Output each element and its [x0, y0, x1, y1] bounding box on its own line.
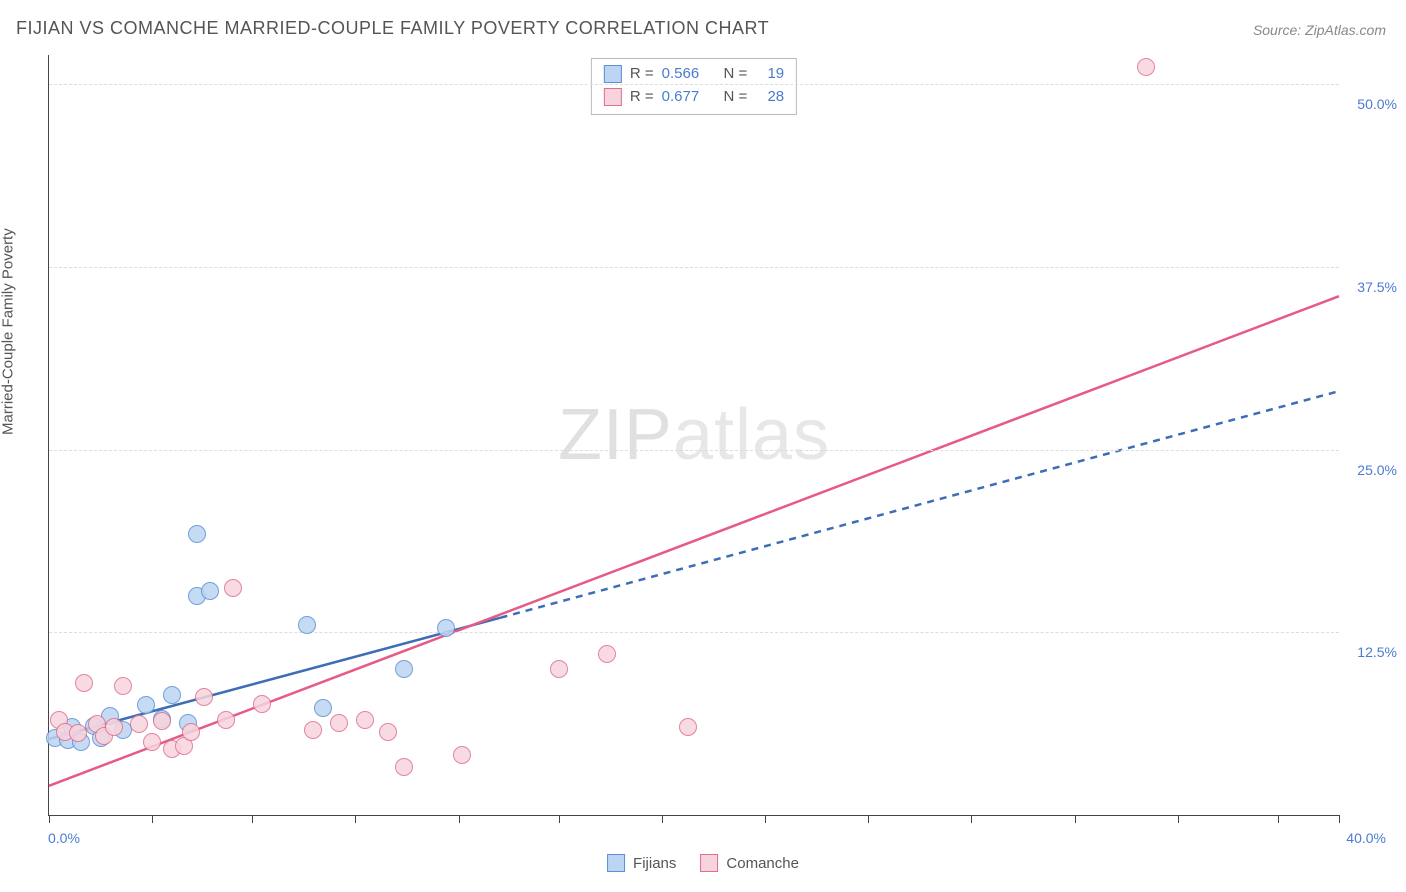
x-tick [1339, 815, 1340, 823]
x-tick [152, 815, 153, 823]
bottom-legend: Fijians Comanche [607, 854, 799, 872]
source-link[interactable]: ZipAtlas.com [1305, 22, 1386, 38]
y-tick-label: 12.5% [1357, 644, 1397, 660]
data-point [550, 660, 568, 678]
data-point [253, 695, 271, 713]
legend-item-comanche: Comanche [700, 854, 799, 872]
data-point [314, 699, 332, 717]
data-point [330, 714, 348, 732]
data-point [1137, 58, 1155, 76]
x-tick [971, 815, 972, 823]
x-tick [559, 815, 560, 823]
data-point [224, 579, 242, 597]
x-tick [252, 815, 253, 823]
data-point [153, 712, 171, 730]
regression-lines-layer [49, 55, 1339, 815]
data-point [298, 616, 316, 634]
chart-plot-area: ZIPatlas R = 0.566 N = 19 R = 0.677 N = … [48, 55, 1339, 816]
gridline [49, 450, 1339, 451]
legend-label-fijians: Fijians [633, 855, 676, 872]
x-tick [355, 815, 356, 823]
data-point [217, 711, 235, 729]
data-point [114, 677, 132, 695]
data-point [75, 674, 93, 692]
data-point [679, 718, 697, 736]
x-axis-max-label: 40.0% [1346, 830, 1386, 846]
swatch-fijians [604, 65, 622, 83]
legend-label-comanche: Comanche [726, 855, 799, 872]
legend-item-fijians: Fijians [607, 854, 676, 872]
data-point [201, 582, 219, 600]
legend-swatch-fijians [607, 854, 625, 872]
x-tick [662, 815, 663, 823]
x-tick [1278, 815, 1279, 823]
x-tick [1178, 815, 1179, 823]
data-point [105, 718, 123, 736]
regression-line [501, 391, 1340, 618]
data-point [188, 525, 206, 543]
source-label: Source: ZipAtlas.com [1253, 22, 1386, 38]
data-point [598, 645, 616, 663]
data-point [137, 696, 155, 714]
stats-row-fijians: R = 0.566 N = 19 [604, 63, 784, 86]
x-tick [49, 815, 50, 823]
data-point [69, 724, 87, 742]
legend-swatch-comanche [700, 854, 718, 872]
watermark: ZIPatlas [558, 394, 830, 476]
data-point [437, 619, 455, 637]
x-tick [868, 815, 869, 823]
data-point [453, 746, 471, 764]
regression-line [49, 296, 1339, 786]
gridline [49, 84, 1339, 85]
data-point [304, 721, 322, 739]
stats-legend-box: R = 0.566 N = 19 R = 0.677 N = 28 [591, 58, 797, 115]
x-tick [1075, 815, 1076, 823]
data-point [130, 715, 148, 733]
data-point [143, 733, 161, 751]
swatch-comanche [604, 88, 622, 106]
x-tick [459, 815, 460, 823]
data-point [395, 758, 413, 776]
data-point [379, 723, 397, 741]
y-tick-label: 50.0% [1357, 96, 1397, 112]
data-point [356, 711, 374, 729]
x-tick [765, 815, 766, 823]
data-point [195, 688, 213, 706]
x-axis-min-label: 0.0% [48, 830, 80, 846]
stats-row-comanche: R = 0.677 N = 28 [604, 86, 784, 109]
gridline [49, 632, 1339, 633]
y-tick-label: 25.0% [1357, 462, 1397, 478]
chart-title: FIJIAN VS COMANCHE MARRIED-COUPLE FAMILY… [16, 18, 769, 39]
data-point [395, 660, 413, 678]
gridline [49, 267, 1339, 268]
data-point [163, 686, 181, 704]
data-point [182, 723, 200, 741]
y-axis-title: Married-Couple Family Poverty [0, 228, 17, 435]
y-tick-label: 37.5% [1357, 279, 1397, 295]
